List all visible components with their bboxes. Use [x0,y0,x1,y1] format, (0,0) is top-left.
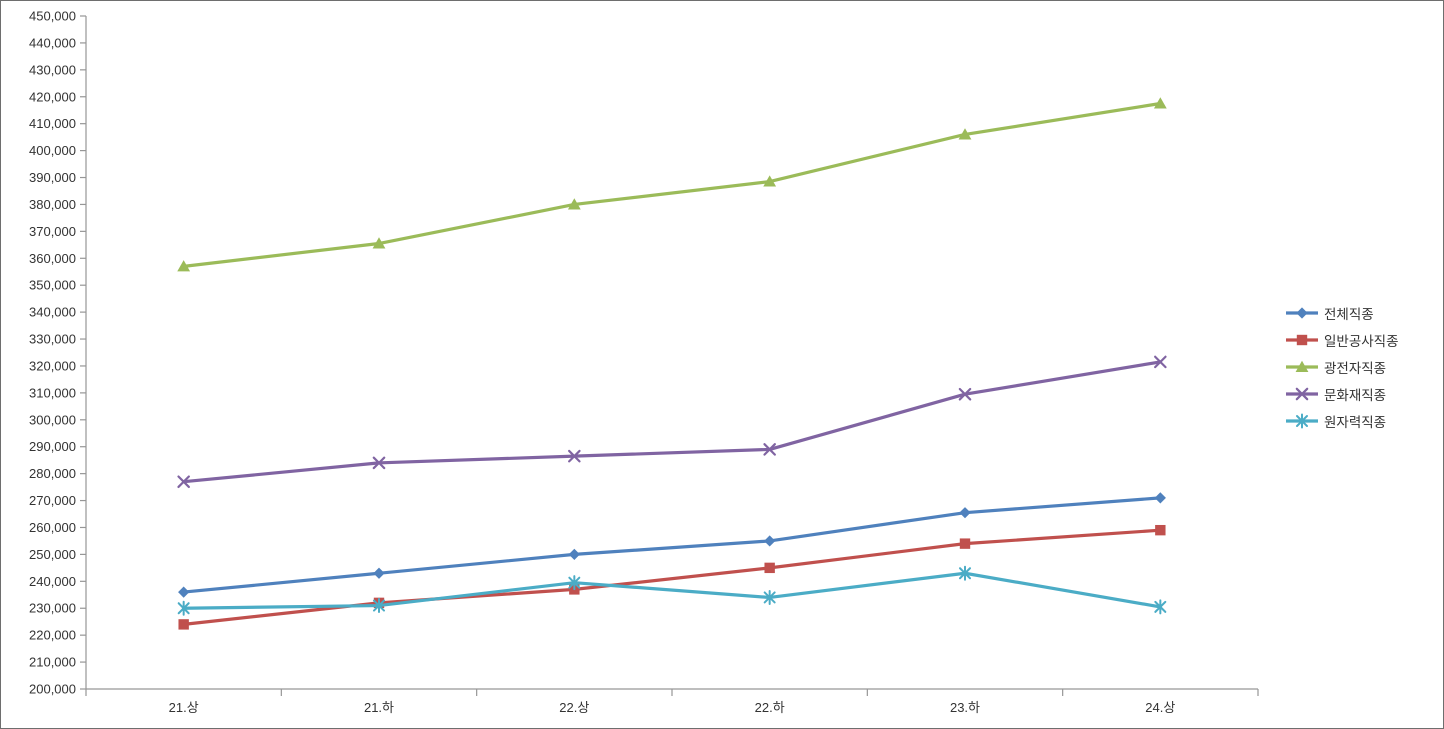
marker-x [958,387,972,401]
y-tick-label: 430,000 [29,62,76,77]
marker-square [959,538,971,549]
marker-asterisk [568,575,581,591]
series-3-line [182,360,1162,484]
marker-asterisk [1296,413,1308,428]
marker-diamond [568,548,580,560]
marker-diamond [764,535,776,547]
marker-x [372,456,386,470]
x-category-label: 23.하 [950,700,980,715]
marker-asterisk [177,600,190,616]
y-tick-label: 400,000 [29,143,76,158]
x-category-label: 22.하 [755,700,785,715]
marker-triangle [1153,97,1167,109]
marker-triangle [177,260,191,272]
y-tick-label: 280,000 [29,466,76,481]
y-tick-label: 350,000 [29,278,76,293]
marker-square [764,562,775,574]
legend-label: 원자력직종 [1324,414,1387,430]
marker-triangle [958,128,972,140]
y-tick-label: 240,000 [29,574,76,589]
y-tick-label: 410,000 [29,116,76,131]
y-tick-label: 440,000 [29,35,76,50]
series-2-line [182,101,1162,268]
y-tick-label: 420,000 [29,89,76,104]
series-2 [177,97,1167,272]
legend-label: 문화재직종 [1324,387,1387,403]
marker-asterisk [373,598,385,614]
series-4 [177,565,1167,616]
legend-item-0: 전체직종 [1285,299,1399,326]
y-tick-label: 360,000 [29,251,76,266]
y-axis: 200,000 210,000 220,000 230,000 240,000 250,0… [29,9,86,697]
marker-asterisk [763,589,776,605]
legend-label: 광전자직종 [1324,360,1387,376]
marker-diamond [1296,306,1308,319]
y-tick-label: 390,000 [29,170,76,185]
legend-swatch [1286,360,1318,372]
marker-x [568,449,581,463]
y-tick-label: 320,000 [29,358,76,373]
y-tick-label: 210,000 [29,655,76,670]
series-4-line [182,571,1162,610]
marker-asterisk [1154,599,1167,615]
legend-label: 일반공사직종 [1324,333,1399,349]
legend-item-1: 일반공사직종 [1285,326,1399,353]
marker-diamond [373,567,385,579]
y-tick-label: 200,000 [29,682,76,697]
marker-x [1295,387,1309,400]
marker-triangle [567,198,581,210]
y-tick-label: 310,000 [29,385,76,400]
y-tick-label: 220,000 [29,628,76,643]
y-tick-label: 260,000 [29,520,76,535]
marker-square [1296,334,1308,345]
marker-x [177,475,190,489]
marker-diamond [959,507,971,519]
y-tick-label: 450,000 [29,9,76,24]
y-tick-label: 330,000 [29,332,76,347]
x-category-label: 24.상 [1145,700,1175,715]
marker-triangle [1295,360,1309,372]
legend-swatch [1286,387,1318,400]
series-0-line [182,496,1162,594]
y-tick-label: 340,000 [29,305,76,320]
x-category-label: 21.하 [364,700,394,715]
legend-label: 전체직종 [1324,306,1374,322]
series-0 [178,492,1166,598]
marker-asterisk [959,565,971,581]
x-category-label: 22.상 [559,700,589,715]
x-category-label: 21.상 [169,700,199,715]
marker-diamond [178,586,190,598]
y-tick-label: 230,000 [29,601,76,616]
legend-item-4: 원자력직종 [1285,407,1399,434]
marker-diamond [1154,492,1166,504]
y-tick-label: 250,000 [29,547,76,562]
marker-square [1155,524,1166,536]
series-3 [177,355,1167,489]
y-tick-label: 290,000 [29,439,76,454]
legend-item-3: 문화재직종 [1285,380,1399,407]
legend-swatch [1286,306,1318,319]
y-tick-label: 370,000 [29,224,76,239]
y-tick-label: 300,000 [29,412,76,427]
marker-triangle [372,237,386,249]
legend-swatch [1286,334,1318,345]
marker-triangle [763,175,777,187]
marker-x [1154,355,1167,369]
marker-square [178,619,189,630]
x-axis: 21.상 21.하 22.상 22.하 23.하 24.상 [85,689,1259,715]
marker-x [763,443,776,456]
y-tick-label: 380,000 [29,197,76,212]
legend-swatch [1286,413,1318,428]
y-tick-label: 270,000 [29,493,76,508]
legend-item-2: 광전자직종 [1285,353,1399,380]
